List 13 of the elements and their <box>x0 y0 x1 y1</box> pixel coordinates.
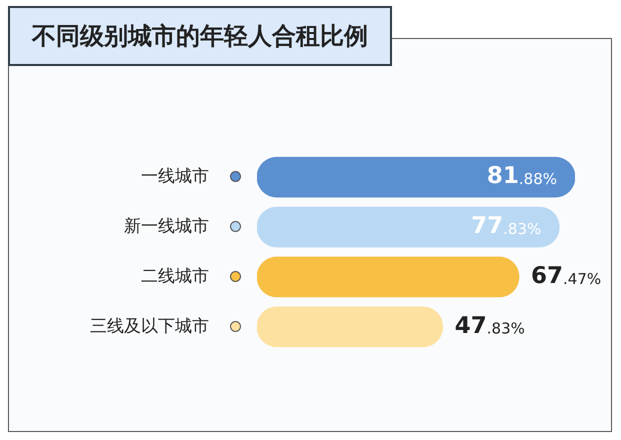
bar <box>257 206 560 248</box>
y-tick-label: 新一线城市 <box>124 216 209 236</box>
data-label: 67.47% <box>531 262 602 289</box>
y-tick-label: 三线及以下城市 <box>90 316 209 336</box>
y-tick-label: 一线城市 <box>141 166 209 187</box>
bar <box>257 306 444 348</box>
y-tick-label: 二线城市 <box>141 266 209 286</box>
chart-title: 不同级别城市的年轻人合租比例 <box>8 6 392 66</box>
data-label: 81.88% <box>486 163 557 190</box>
bar <box>257 256 520 298</box>
data-label: 77.83% <box>471 213 542 240</box>
data-label: 47.83% <box>454 312 525 339</box>
bar <box>257 156 575 198</box>
